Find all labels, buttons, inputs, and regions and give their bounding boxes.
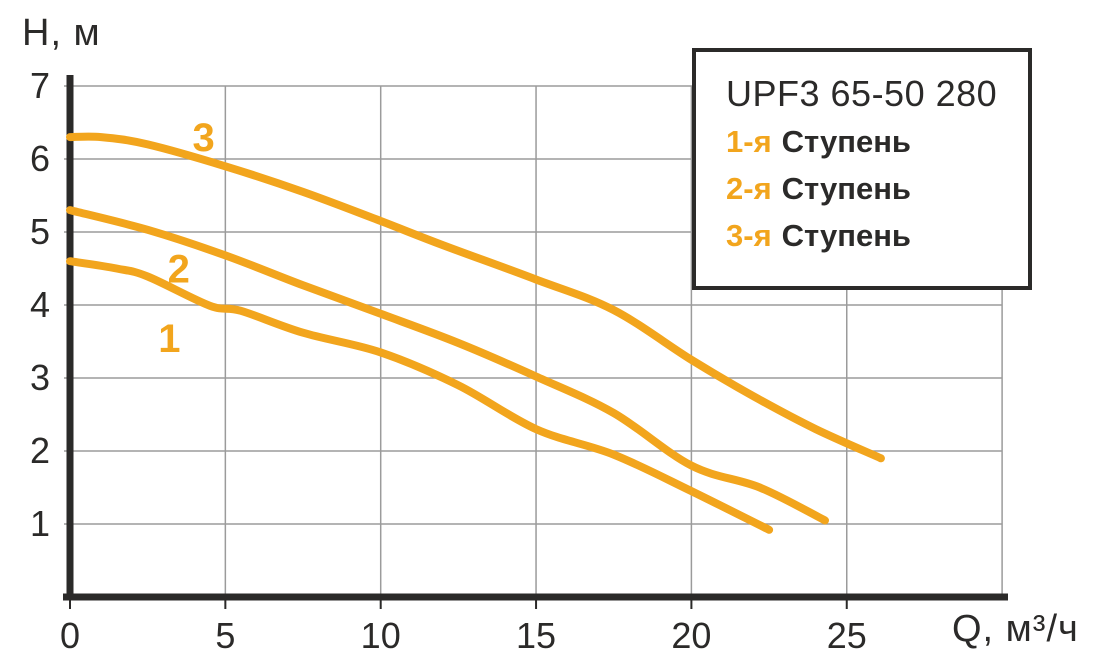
y-tick-label: 6 — [30, 138, 50, 179]
x-tick-labels: 0 5 10 15 20 25 — [60, 615, 867, 656]
x-tick-label: 5 — [215, 615, 235, 656]
y-tick-label: 7 — [30, 65, 50, 106]
legend-box: UPF3 65-50 280 1-я Ступень 2-я Ступень 3-я… — [692, 48, 1032, 290]
x-axis-title: Q, м³/ч — [952, 608, 1079, 650]
x-tick-label: 0 — [60, 615, 80, 656]
legend-title: UPF3 65-50 280 — [726, 73, 998, 114]
legend-stage-3-word: Ступень — [781, 218, 911, 253]
y-tick-label: 2 — [30, 430, 50, 471]
curve-labels: 1 2 3 — [158, 116, 214, 361]
y-tick-label: 3 — [30, 357, 50, 398]
y-axis-title: H, м — [22, 12, 101, 54]
pump-curves — [66, 132, 885, 534]
curve-label-1: 1 — [158, 317, 180, 361]
x-tick-label: 10 — [361, 615, 401, 656]
x-tick-label: 20 — [671, 615, 711, 656]
legend-stage-2-word: Ступень — [781, 171, 911, 206]
x-tick-label: 15 — [516, 615, 556, 656]
legend-stage-2-number: 2-я — [726, 171, 772, 206]
y-axis-line — [66, 75, 74, 600]
y-tick-label: 4 — [30, 284, 50, 325]
legend-item-stage-1: 1-я Ступень — [726, 118, 1018, 165]
pump-curve-stage-3 — [66, 132, 885, 463]
legend-item-stage-2: 2-я Ступень — [726, 165, 1018, 212]
y-tick-labels: 1 2 3 4 5 6 7 — [30, 65, 50, 544]
legend-item-stage-3: 3-я Ступень — [726, 212, 1018, 259]
legend-stage-3-number: 3-я — [726, 218, 772, 253]
y-tick-label: 1 — [30, 503, 50, 544]
pump-curve-stage-2 — [66, 206, 829, 525]
x-axis-line — [63, 593, 1008, 601]
x-tick-label: 25 — [827, 615, 867, 656]
legend-stage-1-number: 1-я — [726, 124, 772, 159]
curve-label-2: 2 — [168, 248, 190, 292]
pump-curve-stage-1 — [66, 257, 774, 534]
axes — [63, 75, 1008, 601]
y-tick-label: 5 — [30, 211, 50, 252]
legend-stage-1-word: Ступень — [781, 124, 911, 159]
curve-label-3: 3 — [192, 116, 214, 160]
